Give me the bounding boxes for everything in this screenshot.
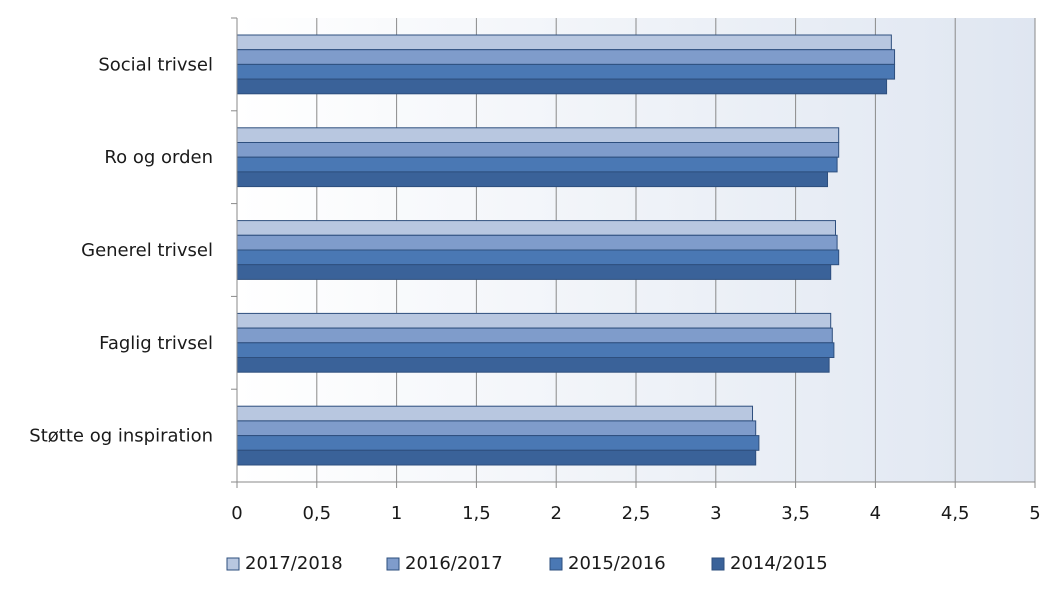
legend-label: 2017/2018 <box>245 553 343 574</box>
legend-label: 2015/2016 <box>568 553 666 574</box>
legend: 2017/2018 2016/2017 2015/2016 2014/2015 <box>226 553 828 574</box>
bar <box>236 357 830 373</box>
category-label: Faglig trivsel <box>99 333 213 354</box>
legend-swatch <box>711 557 725 571</box>
x-tick-label: 5 <box>1029 503 1040 524</box>
x-tick-label: 0 <box>231 503 242 524</box>
bar <box>236 171 829 188</box>
bar <box>236 78 888 95</box>
x-tick-label: 3,5 <box>781 503 810 524</box>
x-tick-label: 1 <box>391 503 402 524</box>
x-tick-label: 0,5 <box>302 503 331 524</box>
bar <box>236 63 896 80</box>
axes <box>231 17 1036 488</box>
bar <box>236 127 840 144</box>
bar <box>236 220 836 236</box>
legend-swatch <box>226 557 240 571</box>
legend-swatch <box>549 557 563 571</box>
bar <box>236 342 835 358</box>
legend-label: 2016/2017 <box>405 553 503 574</box>
legend-swatch <box>386 557 400 571</box>
bar <box>236 312 832 329</box>
bar <box>236 156 838 173</box>
category-labels: Social trivsel Ro og orden Generel trivsel… <box>29 54 213 446</box>
bar <box>236 49 896 65</box>
bar <box>236 142 840 158</box>
bar <box>236 249 840 266</box>
bar <box>236 264 832 280</box>
bar <box>236 449 757 466</box>
x-tick-label: 2 <box>550 503 561 524</box>
bar <box>236 234 838 251</box>
bar <box>236 435 760 451</box>
x-tick-label: 2,5 <box>622 503 651 524</box>
category-label: Støtte og inspiration <box>29 426 213 447</box>
category-label: Ro og orden <box>104 147 213 168</box>
bar <box>236 327 833 344</box>
bars <box>236 34 896 466</box>
x-tick-label: 4 <box>870 503 881 524</box>
bar <box>236 405 754 422</box>
category-label: Generel trivsel <box>81 240 213 261</box>
category-label: Social trivsel <box>98 54 213 75</box>
bar <box>236 420 757 437</box>
x-tick-labels: 0 0,5 1 1,5 2 2,5 3 3,5 4 4,5 5 <box>231 503 1040 524</box>
x-tick-label: 1,5 <box>462 503 491 524</box>
x-tick-label: 4,5 <box>941 503 970 524</box>
bar <box>236 34 892 51</box>
x-tick-label: 3 <box>710 503 721 524</box>
legend-label: 2014/2015 <box>730 553 828 574</box>
